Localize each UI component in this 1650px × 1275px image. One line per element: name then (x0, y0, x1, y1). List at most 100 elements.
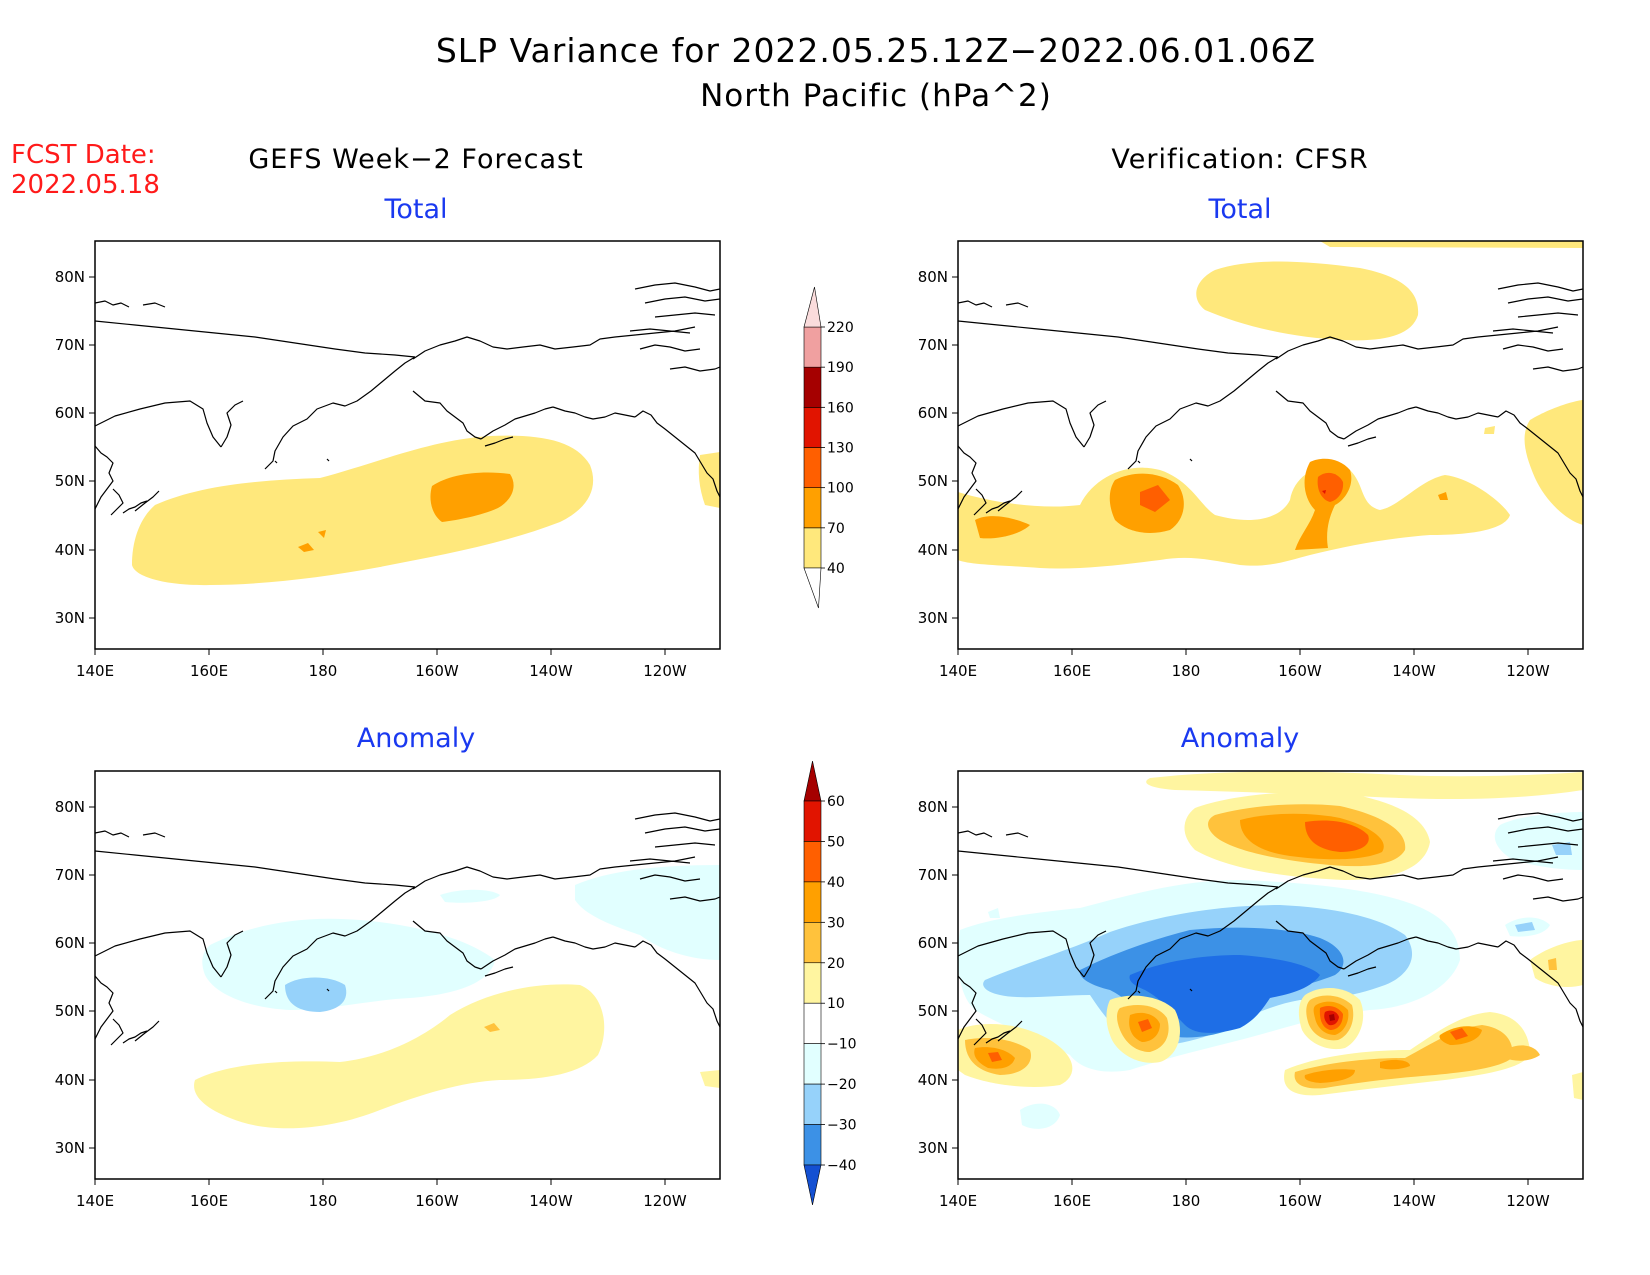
contour-neg20-neg30-west (285, 977, 347, 1012)
lon-tick-label: 120W (643, 1192, 687, 1210)
contour-neg10-neg20-ne (575, 865, 720, 960)
contour-70-100-small-2 (318, 530, 326, 538)
contour-40-70 (132, 435, 594, 586)
lon-tick-label: 160W (1278, 1192, 1322, 1210)
colorbar-label: 190 (827, 360, 854, 376)
contour-40-70-east (1524, 400, 1583, 525)
lon-tick-label: 180 (309, 1192, 338, 1210)
contour-40-70-top (1320, 241, 1583, 248)
colorbar-segment (803, 1043, 822, 1085)
colorbar-total: 40 70 100 130 160 190 220 (803, 286, 854, 609)
colorbar-segment (803, 407, 822, 448)
panel-title-top-left: Total (383, 194, 447, 225)
colorbar-label: −20 (827, 1077, 857, 1093)
contour-neg20-neg30-ne2 (1515, 922, 1535, 932)
fcst-date-label: FCST Date: (11, 140, 156, 170)
colorbar-segment (803, 1124, 822, 1166)
lat-tick-label: 50N (918, 1002, 948, 1020)
figure-subtitle: North Pacific (hPa^2) (700, 78, 1052, 114)
colorbar-label: −40 (827, 1158, 857, 1174)
colorbar-label: 60 (827, 794, 845, 810)
lat-tick-label: 30N (918, 609, 948, 627)
lon-tick-label: 120W (1506, 1192, 1550, 1210)
lon-tick-label: 140W (1392, 662, 1436, 680)
lon-tick-label: 160W (1278, 662, 1322, 680)
lon-tick-label: 160E (1053, 662, 1091, 680)
fcst-date-value: 2022.05.18 (11, 170, 160, 200)
lat-tick-label: 80N (918, 798, 948, 816)
contour-40-50-west (988, 1052, 1002, 1062)
colorbar-triangle-bottom (803, 1164, 822, 1206)
lon-tick-label: 140W (1392, 1192, 1436, 1210)
contour-100-130-160w (1317, 472, 1344, 502)
right-column-heading: Verification: CFSR (1111, 144, 1368, 175)
contour-neg10-neg20-mid (988, 908, 1000, 918)
map-border (94, 240, 721, 650)
colorbar-label: 10 (827, 996, 845, 1012)
contour-10-20-belt (194, 984, 605, 1129)
contour-40-50-dateline (1138, 1019, 1152, 1032)
lat-tick-label: 50N (55, 1002, 85, 1020)
lat-tick-label: 60N (55, 404, 85, 422)
lon-tick-label: 160W (415, 662, 459, 680)
lon-tick-label: 180 (1172, 662, 1201, 680)
map-border (957, 240, 1584, 650)
coastline (95, 812, 720, 1046)
contour-30-40-belt-east (1304, 1069, 1355, 1083)
colorbar-segment (803, 366, 822, 408)
coastline (95, 282, 720, 516)
colorbar-segment (803, 487, 822, 529)
lon-tick-label: 180 (309, 662, 338, 680)
coastline (958, 282, 1583, 516)
contour-40-70-dot (1484, 426, 1495, 434)
contour-130-160-160w (1322, 490, 1326, 494)
colorbar-segment (803, 1002, 822, 1044)
contour-40-70-belt (958, 465, 1510, 569)
colorbar-segment (803, 841, 822, 883)
contour-40-50-arctic (1305, 820, 1369, 852)
lon-tick-label: 160E (190, 1192, 228, 1210)
contour-neg10-neg20-arctic (440, 889, 500, 903)
contour-10-20-ne3 (1530, 940, 1583, 988)
map-panel-cfsr-anomaly (958, 771, 1583, 1129)
contour-70-100-west (975, 516, 1030, 539)
colorbar-segment (803, 922, 822, 964)
contour-40-50-belt-east (1450, 1028, 1468, 1040)
contour-40-70-arctic (1196, 261, 1419, 341)
lat-tick-label: 70N (918, 336, 948, 354)
lat-tick-label: 50N (918, 472, 948, 490)
lon-tick-label: 140W (529, 1192, 573, 1210)
colorbar-label: 130 (827, 441, 854, 457)
colorbar-segment (803, 326, 822, 368)
colorbar-triangle-bottom (803, 567, 822, 609)
lat-tick-label: 80N (55, 268, 85, 286)
map-border (94, 770, 721, 1180)
lon-tick-label: 120W (643, 662, 687, 680)
colorbar-label: 70 (827, 521, 845, 537)
contour-10-20-top (1146, 771, 1583, 800)
contour-40-70-edge (698, 452, 720, 508)
lat-tick-label: 30N (55, 1139, 85, 1157)
map-frame-bl: 140E 160E 180 160W 140W 120W 80N 70N 60N 50N 40N 30… (55, 770, 721, 1210)
panel-title-bottom-left: Anomaly (357, 723, 475, 754)
lat-tick-label: 60N (918, 404, 948, 422)
contour-10-20-se (1572, 1072, 1583, 1100)
lon-tick-label: 160E (190, 662, 228, 680)
contour-20-30-spot (484, 1023, 500, 1032)
contour-30-40-belt-east-3 (1380, 1059, 1410, 1070)
colorbar-triangle-top (803, 286, 822, 328)
lat-tick-label: 40N (55, 541, 85, 559)
lon-tick-label: 160W (415, 1192, 459, 1210)
colorbar-label: −30 (827, 1118, 857, 1134)
map-panel-cfsr-total (958, 241, 1583, 569)
lon-tick-label: 160E (1053, 1192, 1091, 1210)
lon-tick-label: 140E (939, 1192, 977, 1210)
panel-title-bottom-right: Anomaly (1181, 723, 1299, 754)
coastline (958, 812, 1583, 1046)
lon-tick-label: 180 (1172, 1192, 1201, 1210)
colorbar-label: 40 (827, 875, 845, 891)
colorbar-label: 30 (827, 915, 845, 931)
colorbar-label: 50 (827, 834, 845, 850)
map-frame-tr: 140E 160E 180 160W 140W 120W 80N 70N 60N 50N 40N 30… (918, 240, 1584, 680)
colorbar-label: 40 (827, 561, 845, 577)
